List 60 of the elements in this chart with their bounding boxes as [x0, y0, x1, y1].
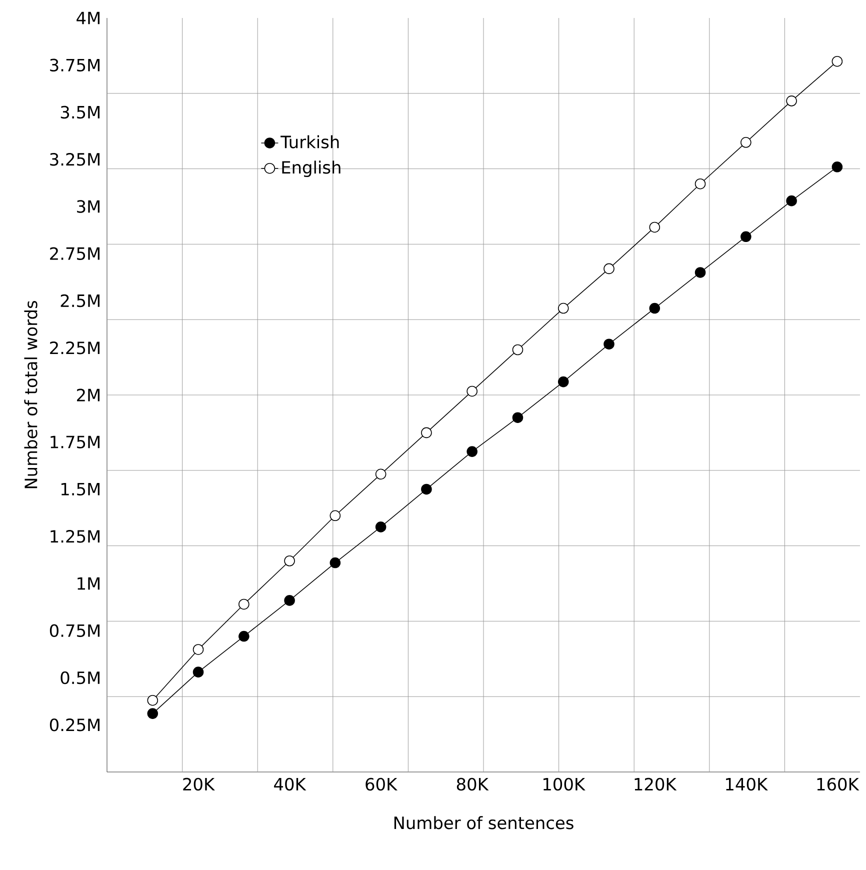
point — [832, 56, 843, 67]
x-tick-label: 20K — [183, 778, 215, 791]
point — [786, 195, 797, 206]
point — [466, 386, 478, 397]
x-tick-label: 60K — [366, 778, 398, 791]
point — [192, 666, 204, 678]
point — [512, 412, 524, 424]
point — [284, 595, 295, 606]
x-tick-label: 80K — [456, 778, 489, 791]
x-tick-label: 120K — [634, 778, 677, 791]
y-tick-label: 3.25M — [50, 152, 100, 166]
point — [740, 137, 752, 148]
y-tick-label: 2.5M — [60, 294, 100, 308]
point — [604, 338, 614, 350]
point — [238, 598, 250, 610]
point — [558, 302, 569, 314]
point — [375, 468, 386, 480]
x-tick-label: 40K — [274, 778, 306, 791]
point — [649, 302, 660, 314]
point — [466, 446, 478, 457]
point — [330, 510, 341, 522]
legend-label: Turkish — [280, 135, 339, 148]
y-tick-label: 3M — [77, 200, 100, 213]
y-tick-label: 2M — [77, 388, 100, 402]
point — [147, 708, 158, 719]
y-tick-label: 0.75M — [50, 624, 100, 638]
y-tick-label: 4M — [76, 12, 100, 24]
point — [330, 557, 341, 568]
x-tick-label: 100K — [544, 778, 586, 791]
y-tick-label: 0.25M — [50, 718, 100, 732]
y-tick-label: 2.75M — [50, 247, 100, 260]
y-tick-label: 1.5M — [61, 482, 100, 496]
y-tick-label: 3.75M — [50, 58, 100, 72]
x-tick-label: 140K — [726, 778, 768, 791]
point — [375, 522, 386, 532]
y-tick-label: 1M — [78, 577, 100, 590]
point — [604, 263, 614, 274]
x-tick-label: 160K — [817, 778, 860, 791]
point — [147, 694, 158, 706]
x-axis-title: Number of sentences — [394, 816, 574, 830]
point — [284, 555, 295, 566]
point — [558, 376, 569, 388]
point — [512, 344, 524, 356]
y-tick-label: 2.25M — [50, 341, 100, 354]
point — [832, 162, 843, 172]
y-tick-label: 1.75M — [50, 436, 100, 448]
point — [786, 96, 797, 106]
point — [192, 644, 204, 655]
y-tick-label: 3.5M — [60, 106, 100, 119]
point — [649, 222, 660, 233]
point — [740, 231, 752, 242]
point — [694, 178, 706, 190]
y-tick-label: 0.5M — [60, 671, 100, 684]
point — [421, 484, 432, 495]
y-tick-label: 1.25M — [50, 530, 100, 543]
legend-label: English — [282, 160, 340, 178]
point — [694, 267, 706, 278]
y-axis-title: Number of total words — [24, 300, 38, 488]
point — [421, 427, 432, 438]
point — [238, 630, 250, 642]
